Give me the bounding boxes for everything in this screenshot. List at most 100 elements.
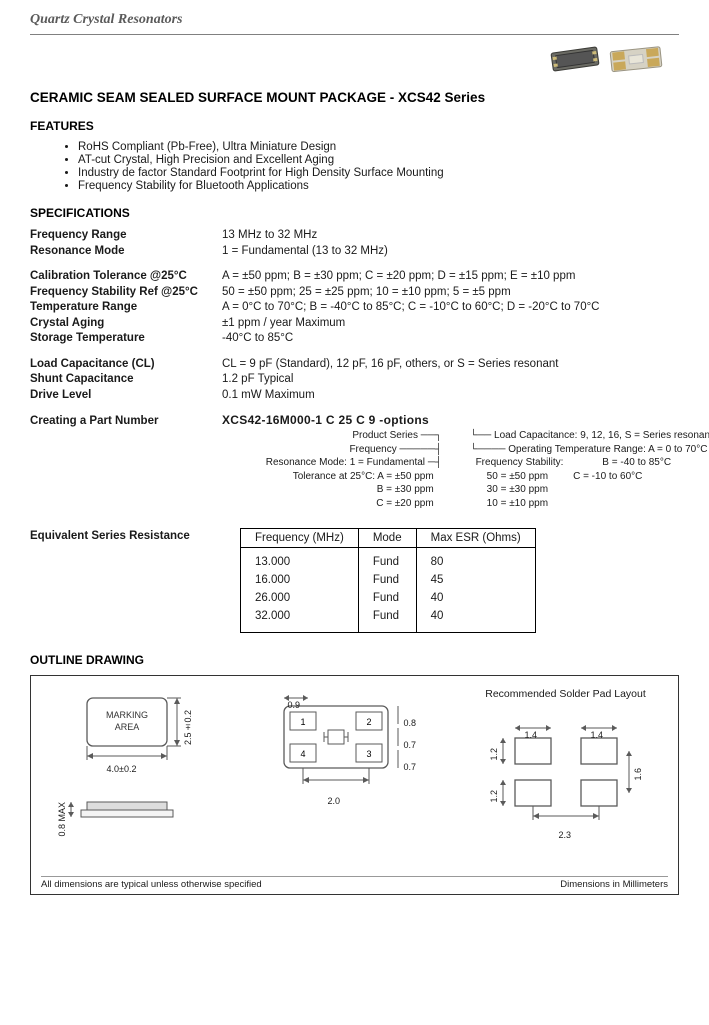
outline-drawing-box: MARKING AREA 4.0±0.2 xyxy=(30,675,679,895)
esr-cell: 45 xyxy=(416,571,535,589)
spec-label: Frequency Range xyxy=(30,228,222,244)
spec-label: Crystal Aging xyxy=(30,316,222,332)
spec-label: Drive Level xyxy=(30,388,222,404)
outline-note-right: Dimensions in Millimeters xyxy=(560,879,668,890)
svg-text:MARKING: MARKING xyxy=(105,710,147,720)
pad-cx: 2.3 xyxy=(559,830,572,840)
spec-value: 0.1 mW Maximum xyxy=(222,388,679,404)
svg-text:3: 3 xyxy=(366,749,371,759)
dim-height: 2.5±0.2 xyxy=(183,710,193,745)
pn-right-5: 30 = ±30 ppm xyxy=(487,484,548,495)
pn-right-4a: 50 = ±50 ppm xyxy=(487,471,548,482)
spec-label: Load Capacitance (CL) xyxy=(30,357,222,373)
dim-20: 2.0 xyxy=(328,796,341,806)
esr-cell: 32.000 xyxy=(241,607,359,633)
pn-right-1: Load Capacitance: 9, 12, 16, S = Series … xyxy=(494,430,709,441)
esr-cell: 40 xyxy=(416,589,535,607)
pn-left-6: C = ±20 ppm xyxy=(376,498,433,509)
dim-09: 0.9 xyxy=(288,700,301,710)
pn-left-3: Resonance Mode: 1 = Fundamental xyxy=(266,457,425,468)
spec-label: Resonance Mode xyxy=(30,244,222,260)
esr-cell: Fund xyxy=(358,571,416,589)
main-title: CERAMIC SEAM SEALED SURFACE MOUNT PACKAG… xyxy=(30,90,679,105)
pn-left-5: B = ±30 ppm xyxy=(377,484,434,495)
dim-thickness: 0.8 MAX xyxy=(57,802,67,837)
svg-text:AREA: AREA xyxy=(114,722,139,732)
svg-text:2: 2 xyxy=(366,717,371,727)
partnum-diagram: Product Series ──┐ Frequency ─────┤ Reso… xyxy=(222,429,709,510)
spec-value: 13 MHz to 32 MHz xyxy=(222,228,679,244)
svg-text:4: 4 xyxy=(300,749,305,759)
dim-07: 0.7 xyxy=(404,740,417,750)
esr-label: Equivalent Series Resistance xyxy=(30,528,240,542)
esr-cell: 80 xyxy=(416,548,535,572)
esr-cell: Fund xyxy=(358,548,416,572)
pn-left-1: Product Series xyxy=(352,430,418,441)
partnum-code: XCS42-16M000-1 C 25 C 9 -options xyxy=(222,413,709,427)
part-number-section: Creating a Part Number XCS42-16M000-1 C … xyxy=(30,413,679,510)
pn-right-6: 10 = ±10 ppm xyxy=(487,498,548,509)
header-rule xyxy=(30,34,679,35)
features-heading: FEATURES xyxy=(30,119,679,133)
pn-right-2: Operating Temperature Range: A = 0 to 70… xyxy=(508,444,707,455)
drawing-bottomview: 1 2 4 3 xyxy=(260,688,420,808)
feature-item: Industry de factor Standard Footprint fo… xyxy=(78,167,679,179)
brand-header: Quartz Crystal Resonators xyxy=(30,12,679,28)
feature-item: RoHS Compliant (Pb-Free), Ultra Miniatur… xyxy=(78,141,679,153)
outline-note-left: All dimensions are typical unless otherw… xyxy=(41,879,262,890)
product-images xyxy=(30,43,679,78)
spec-group-3: Load Capacitance (CL)CL = 9 pF (Standard… xyxy=(30,357,679,404)
esr-cell: Fund xyxy=(358,589,416,607)
spec-label: Shunt Capacitance xyxy=(30,372,222,388)
spec-value: 1.2 pF Typical xyxy=(222,372,679,388)
drawing-topview: MARKING AREA 4.0±0.2 xyxy=(59,688,199,846)
esr-cell: 13.000 xyxy=(241,548,359,572)
svg-text:1: 1 xyxy=(300,717,305,727)
esr-cell: 26.000 xyxy=(241,589,359,607)
solder-pad-title: Recommended Solder Pad Layout xyxy=(485,688,646,700)
spec-value: A = 0°C to 70°C; B = -40°C to 85°C; C = … xyxy=(222,300,679,316)
dim-08: 0.8 xyxy=(404,718,417,728)
spec-value: A = ±50 ppm; B = ±30 ppm; C = ±20 ppm; D… xyxy=(222,269,679,285)
pad-h: 1.2 xyxy=(489,748,499,761)
chip-image-bottom xyxy=(607,43,669,78)
dim-07b: 0.7 xyxy=(404,762,417,772)
spec-value: -40°C to 85°C xyxy=(222,331,679,347)
pad-h2: 1.2 xyxy=(489,790,499,803)
spec-label: Storage Temperature xyxy=(30,331,222,347)
pad-cy: 1.6 xyxy=(633,768,643,781)
spec-group-2: Calibration Tolerance @25°CA = ±50 ppm; … xyxy=(30,269,679,347)
chip-image-top xyxy=(546,44,604,77)
esr-header: Frequency (MHz) xyxy=(241,529,359,548)
spec-label: Frequency Stability Ref @25°C xyxy=(30,285,222,301)
esr-section: Equivalent Series Resistance Frequency (… xyxy=(30,528,679,633)
spec-value: CL = 9 pF (Standard), 12 pF, 16 pF, othe… xyxy=(222,357,679,373)
drawing-solderpad: Recommended Solder Pad Layout xyxy=(481,688,651,834)
spec-group-1: Frequency Range13 MHz to 32 MHz Resonanc… xyxy=(30,228,679,259)
pn-left-4: Tolerance at 25°C: A = ±50 ppm xyxy=(293,471,434,482)
esr-cell: 16.000 xyxy=(241,571,359,589)
pad-w2: 1.4 xyxy=(591,730,604,740)
spec-value: 1 = Fundamental (13 to 32 MHz) xyxy=(222,244,679,260)
esr-cell: Fund xyxy=(358,607,416,633)
spec-label: Temperature Range xyxy=(30,300,222,316)
spec-value: 50 = ±50 ppm; 25 = ±25 ppm; 10 = ±10 ppm… xyxy=(222,285,679,301)
dim-width: 4.0±0.2 xyxy=(107,764,137,774)
esr-table: Frequency (MHz) Mode Max ESR (Ohms) 13.0… xyxy=(240,528,536,633)
spec-label: Calibration Tolerance @25°C xyxy=(30,269,222,285)
esr-header: Max ESR (Ohms) xyxy=(416,529,535,548)
pn-right-3a: Frequency Stability: xyxy=(476,457,564,468)
partnum-label: Creating a Part Number xyxy=(30,413,222,427)
pad-w: 1.4 xyxy=(525,730,538,740)
outline-heading: OUTLINE DRAWING xyxy=(30,653,679,667)
features-list: RoHS Compliant (Pb-Free), Ultra Miniatur… xyxy=(30,141,679,192)
spec-value: ±1 ppm / year Maximum xyxy=(222,316,679,332)
feature-item: Frequency Stability for Bluetooth Applic… xyxy=(78,180,679,192)
feature-item: AT-cut Crystal, High Precision and Excel… xyxy=(78,154,679,166)
pn-right-3b: B = -40 to 85°C xyxy=(602,457,671,468)
pn-left-2: Frequency xyxy=(349,444,396,455)
esr-header: Mode xyxy=(358,529,416,548)
esr-cell: 40 xyxy=(416,607,535,633)
specs-heading: SPECIFICATIONS xyxy=(30,206,679,220)
pn-right-4b: C = -10 to 60°C xyxy=(573,471,642,482)
